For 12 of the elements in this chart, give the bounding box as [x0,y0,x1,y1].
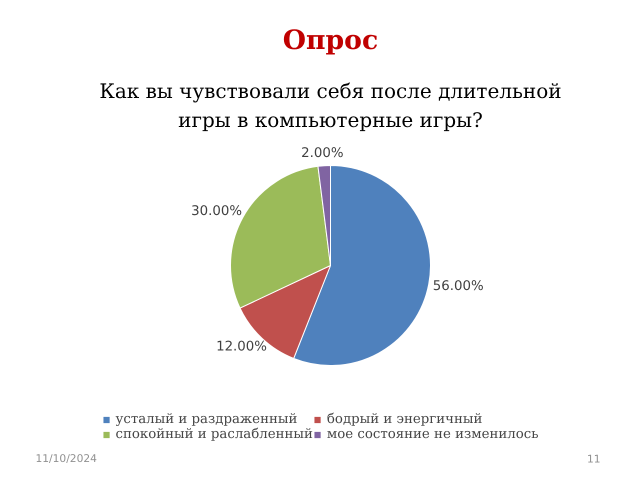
text: 11 [586,452,601,466]
text: 11/10/2024 [36,452,98,465]
chart-title: Опрос [282,25,378,56]
legend-label: спокойный и раслабленный [116,427,313,442]
data-label: 30.00% [191,204,242,220]
legend-label: усталый и раздраженный [116,412,298,427]
chart-subtitle: Как вы чувствовали себя после длительной игры в компьютерные игры? [99,79,562,132]
data-label: 2.00% [301,146,344,162]
data-label: 12.00% [216,340,267,355]
legend-label: мое состояние не изменилось [326,427,538,442]
data-label: 56.00% [432,278,484,294]
legend-label: бодрый и энергичный [326,412,482,427]
